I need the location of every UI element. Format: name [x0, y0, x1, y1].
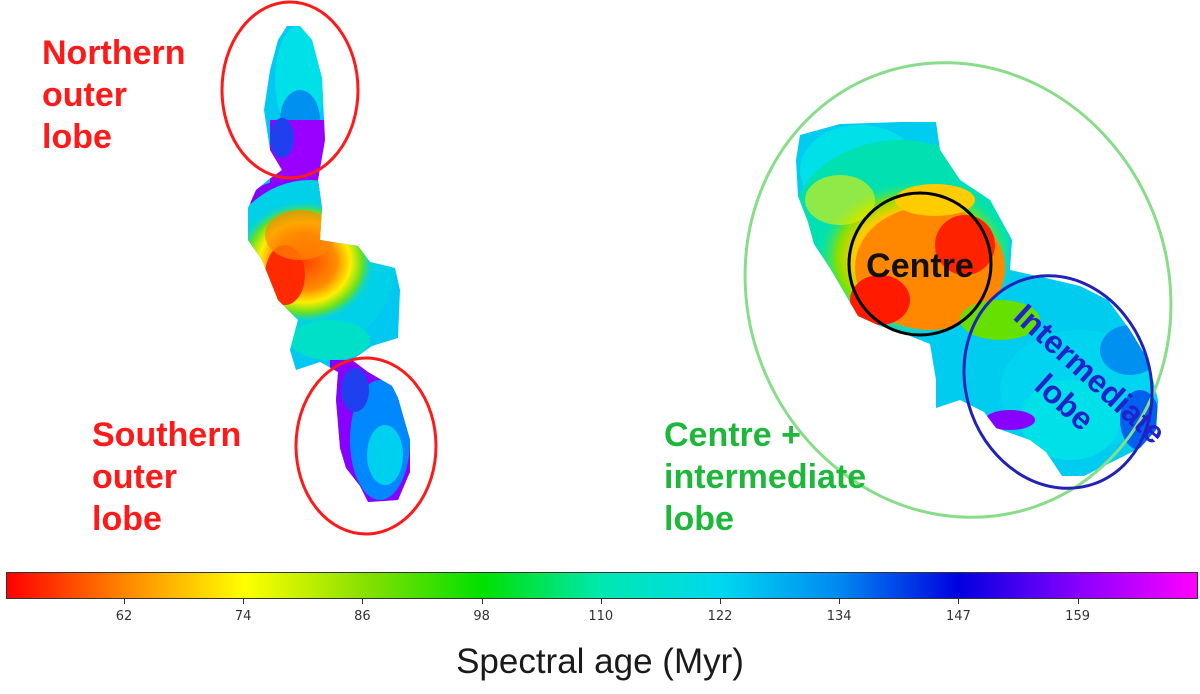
southern-lobe-outline [294, 356, 438, 536]
colorbar-tick-label: 147 [945, 609, 971, 624]
colorbar-tick-label: 86 [354, 609, 371, 624]
colorbar-tick [481, 599, 483, 604]
colorbar-tick [243, 599, 245, 604]
colorbar-tick [362, 599, 364, 604]
colorbar-tick [1077, 599, 1079, 604]
left-radio-source [248, 26, 410, 502]
colorbar [6, 572, 1198, 599]
centre-outline [847, 191, 993, 337]
colorbar-tick [600, 599, 602, 604]
centre-intermediate-label: Centre + intermediate lobe [664, 416, 867, 538]
colorbar-tick-label: 62 [115, 609, 133, 624]
centre-intermediate-outline [743, 61, 1173, 519]
colorbar-tick-label: 98 [473, 609, 490, 624]
colorbar-tick [839, 599, 841, 604]
southern-lobe-label: Southern outer lobe [92, 416, 242, 538]
northern-lobe-label: Northern outer lobe [42, 34, 186, 156]
northern-lobe-outline [220, 0, 360, 180]
colorbar-tick-label: 74 [234, 609, 252, 624]
colorbar-tick-label: 110 [588, 609, 614, 624]
colorbar-label: Spectral age (Myr) [456, 642, 744, 681]
colorbar-tick-label: 122 [707, 609, 733, 624]
colorbar-tick [720, 599, 721, 604]
centre-label: Centre [866, 247, 974, 285]
colorbar-tick-label: 134 [826, 609, 852, 624]
colorbar-tick [124, 599, 125, 604]
colorbar-tick-label: 159 [1065, 609, 1090, 624]
intermediate-lobe-outline [962, 274, 1154, 490]
colorbar-tick [958, 599, 960, 604]
